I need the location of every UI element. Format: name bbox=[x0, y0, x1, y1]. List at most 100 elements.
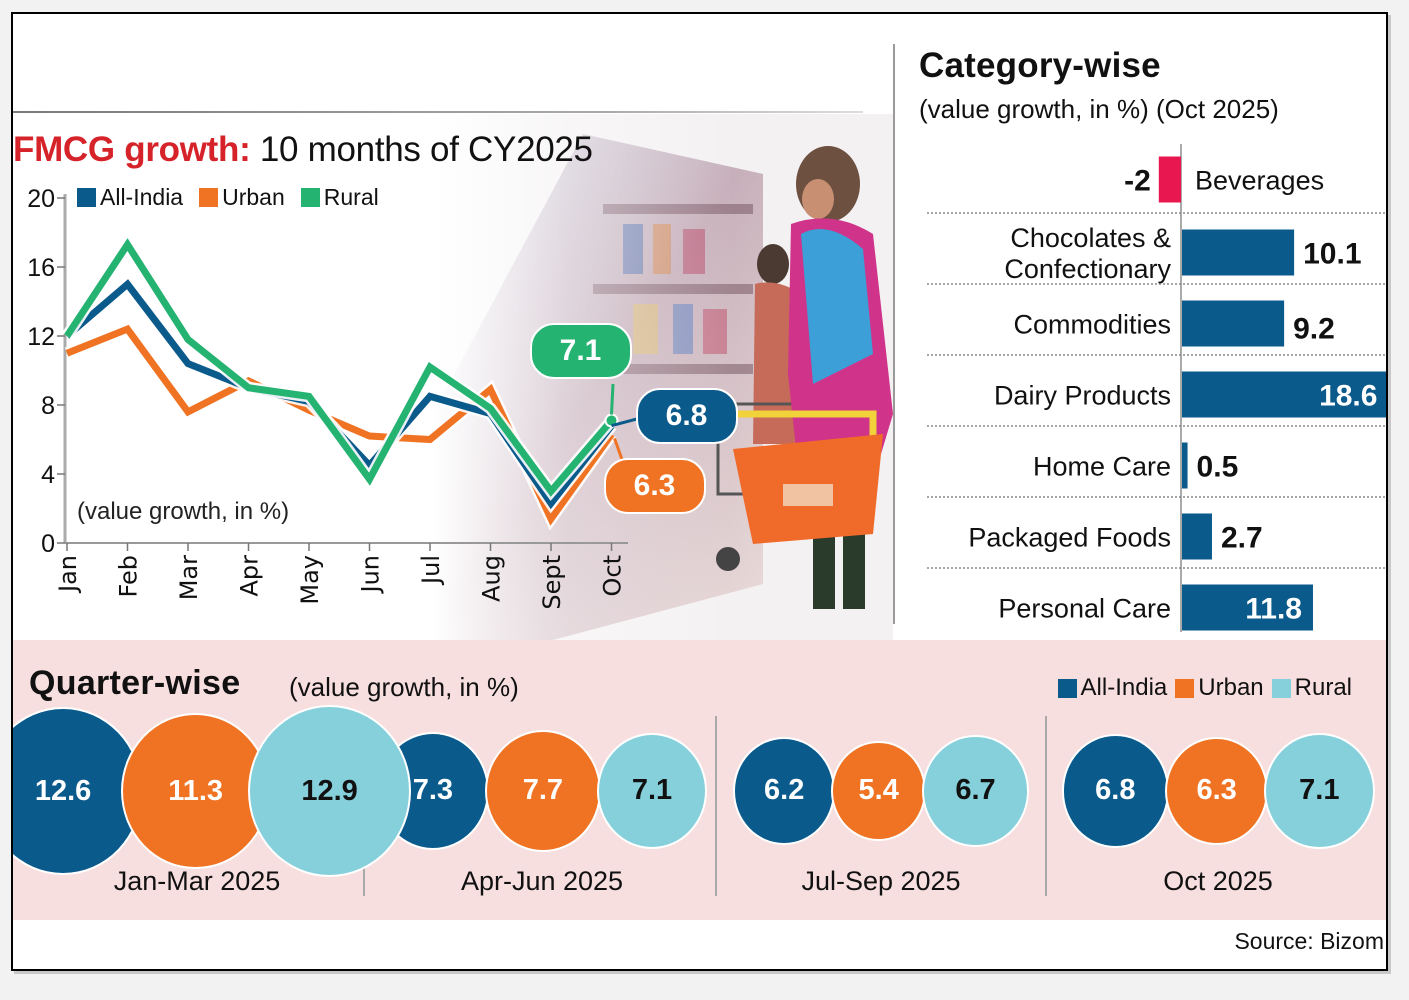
bar-row: 10.1 Chocolates &Confectionary bbox=[927, 212, 1386, 284]
top-rule bbox=[13, 111, 863, 113]
bubble-value-label: 7.7 bbox=[522, 774, 564, 807]
line-chart: 0 4 8 12 16 20 Jan Feb Mar Apr May Jun Jul Aug Sept Oct bbox=[27, 185, 650, 610]
bubble-value-label: 7.1 bbox=[631, 774, 673, 807]
title-highlight: FMCG growth: bbox=[13, 130, 251, 169]
bubble-urban: 7.7 bbox=[485, 730, 601, 852]
bubble-value-label: 7.3 bbox=[412, 774, 454, 807]
y-tick-label: 8 bbox=[41, 392, 55, 420]
x-tick-label: Aug bbox=[478, 555, 506, 602]
legend-item: Rural bbox=[1271, 674, 1352, 702]
quarter-title: Quarter-wise bbox=[29, 664, 241, 702]
legend-swatch bbox=[1271, 678, 1291, 698]
legend-swatch bbox=[1057, 678, 1077, 698]
bar-category-label: Confectionary bbox=[1004, 254, 1171, 284]
bar-value-label: 18.6 bbox=[1319, 380, 1377, 413]
bubble-value-label: 6.3 bbox=[1196, 774, 1237, 807]
bar-category-label: Personal Care bbox=[998, 594, 1171, 624]
bubble-all-india: 6.8 bbox=[1061, 734, 1170, 848]
bubble-urban: 5.4 bbox=[831, 741, 927, 841]
bubble-rural: 12.9 bbox=[247, 705, 412, 877]
x-tick-label: Jan bbox=[54, 555, 82, 594]
bar bbox=[1182, 229, 1295, 276]
bar-category-label: Beverages bbox=[1195, 166, 1324, 196]
bar-value-label: 2.7 bbox=[1221, 522, 1263, 555]
legend-item: All-India bbox=[77, 184, 183, 211]
bubble-rural: 7.1 bbox=[1264, 732, 1375, 850]
legend-swatch bbox=[199, 188, 219, 207]
panel-divider bbox=[893, 44, 895, 624]
legend-swatch bbox=[300, 188, 320, 207]
legend-swatch bbox=[1175, 678, 1195, 698]
callout-rural: 7.1 bbox=[529, 322, 632, 379]
source-note: Source: Bizom bbox=[1234, 928, 1384, 954]
legend-label: All-India bbox=[1080, 674, 1168, 701]
quarter-group: 7.3 7.7 7.1 Apr-Jun 2025 bbox=[376, 716, 708, 898]
y-tick-label: 4 bbox=[41, 461, 55, 489]
bubble-all-india: 6.2 bbox=[733, 737, 836, 845]
infographic: FMCG growth: 10 months of CY2025 0 4 8 12 16… bbox=[11, 12, 1388, 971]
x-tick-label: Apr bbox=[236, 555, 264, 597]
y-tick-label: 20 bbox=[27, 185, 55, 213]
legend-label: Urban bbox=[1198, 674, 1264, 701]
bar bbox=[1158, 156, 1181, 203]
quarter-label: Jul-Sep 2025 bbox=[801, 866, 961, 896]
bar-value-label: -2 bbox=[1124, 165, 1151, 198]
bar-value-label: 0.5 bbox=[1197, 451, 1239, 484]
bubble-value-label: 6.7 bbox=[955, 774, 996, 807]
y-tick-label: 12 bbox=[27, 323, 55, 351]
bar-category-label: Packaged Foods bbox=[968, 523, 1171, 553]
bar-value-label: 11.8 bbox=[1245, 593, 1302, 626]
bar bbox=[1182, 442, 1188, 489]
legend-item: All-India bbox=[1057, 674, 1168, 702]
callout-urban: 6.3 bbox=[603, 458, 706, 515]
bubble-value-label: 5.4 bbox=[858, 774, 899, 807]
legend-swatch bbox=[77, 188, 96, 207]
quarter-legend: All-India Urban Rural bbox=[1057, 674, 1360, 702]
bubble-urban: 6.3 bbox=[1165, 736, 1269, 846]
quarter-label: Apr-Jun 2025 bbox=[460, 866, 624, 896]
line-chart-title: FMCG growth: 10 months of CY2025 bbox=[13, 130, 593, 170]
quarter-subtitle: (value growth, in %) bbox=[289, 672, 519, 702]
title-rest: 10 months of CY2025 bbox=[250, 130, 593, 169]
quarter-label: Oct 2025 bbox=[1163, 866, 1273, 896]
y-tick-label: 16 bbox=[27, 254, 55, 282]
category-panel: Category-wise (value growth, in %) (Oct … bbox=[919, 44, 1386, 640]
quarter-separator bbox=[1045, 716, 1047, 896]
x-tick-label: Jun bbox=[357, 555, 385, 595]
legend-item: Rural bbox=[300, 184, 379, 211]
monthly-growth-panel: FMCG growth: 10 months of CY2025 0 4 8 12 16… bbox=[13, 14, 893, 640]
bar bbox=[1182, 300, 1285, 347]
y-tick-label: 0 bbox=[41, 530, 55, 558]
legend-label: Urban bbox=[222, 184, 285, 210]
legend-label: All-India bbox=[100, 184, 184, 210]
bar-row: 9.2 Commodities bbox=[927, 283, 1386, 347]
legend-label: Rural bbox=[323, 184, 379, 210]
quarter-label: Jan-Mar 2025 bbox=[113, 866, 281, 896]
bar-category-label: Home Care bbox=[1033, 452, 1171, 482]
quarter-group: 12.6 11.3 12.9 Jan-Mar 2025 bbox=[13, 705, 412, 898]
x-tick-label: May bbox=[296, 555, 324, 605]
bar-value-label: 9.2 bbox=[1293, 313, 1335, 346]
quarter-separator bbox=[715, 716, 717, 896]
bubble-value-label: 12.9 bbox=[301, 774, 358, 807]
bar-row: -2 Beverages bbox=[1124, 156, 1324, 203]
legend-label: Rural bbox=[1294, 674, 1352, 701]
bubble-value-label: 12.6 bbox=[34, 774, 92, 807]
x-tick-label: Sept bbox=[538, 555, 566, 610]
bar bbox=[1182, 371, 1386, 418]
quarter-panel: Quarter-wise (value growth, in %) All-In… bbox=[13, 640, 1386, 920]
line-chart-legend: All-India Urban Rural bbox=[77, 184, 387, 211]
x-tick-label: Oct bbox=[599, 555, 627, 597]
bubble-value-label: 7.1 bbox=[1299, 774, 1340, 807]
callout-pointer-rural bbox=[610, 383, 615, 415]
quarter-group: 6.8 6.3 7.1 Oct 2025 bbox=[1061, 716, 1375, 898]
category-title: Category-wise bbox=[919, 46, 1161, 85]
y-axis-note: (value growth, in %) bbox=[77, 498, 290, 525]
legend-item: Urban bbox=[199, 184, 285, 211]
bar-row: 11.8 Personal Care bbox=[927, 567, 1386, 631]
bubble-rural: 6.7 bbox=[922, 734, 1029, 848]
bar bbox=[1182, 584, 1313, 631]
x-tick-label: Feb bbox=[115, 555, 143, 598]
legend-item: Urban bbox=[1175, 674, 1264, 702]
callout-all-india: 6.8 bbox=[635, 387, 738, 444]
